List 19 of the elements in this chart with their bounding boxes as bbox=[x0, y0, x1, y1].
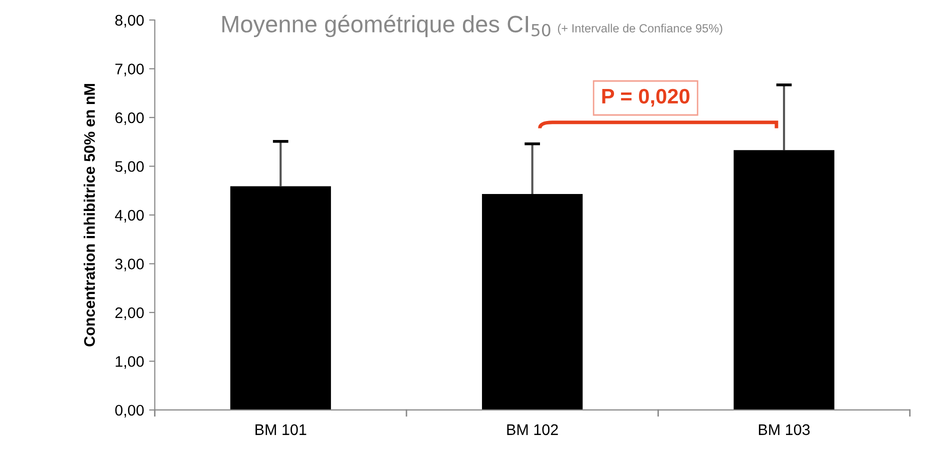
bar bbox=[734, 150, 834, 410]
y-axis-title: Concentration inhibitrice 50% en nM bbox=[84, 84, 95, 346]
annotation: P = 0,020 bbox=[602, 88, 690, 107]
y-tick-label: 3,00 bbox=[115, 258, 144, 272]
bar bbox=[230, 186, 331, 410]
chart-title: Moyenne géométrique des CI$_{50}$ bbox=[222, 14, 550, 38]
chart-subtitle: (+ Intervalle de Confiance 95%) bbox=[558, 24, 722, 35]
x-tick-label: BM 102 bbox=[507, 424, 558, 436]
bar bbox=[482, 194, 583, 410]
y-tick-label: 8,00 bbox=[115, 14, 144, 28]
y-tick-label: 2,00 bbox=[115, 307, 144, 320]
y-tick-label: 0,00 bbox=[115, 404, 144, 418]
y-tick-label: 1,00 bbox=[116, 356, 144, 369]
y-tick-label: 4,00 bbox=[114, 210, 144, 222]
x-tick-label: BM 103 bbox=[758, 424, 810, 436]
y-tick-label: 7,00 bbox=[115, 64, 144, 76]
x-tick-label: BM 101 bbox=[256, 424, 306, 436]
y-tick-label: 6,00 bbox=[115, 112, 144, 125]
y-tick-label: 5,00 bbox=[115, 161, 144, 174]
